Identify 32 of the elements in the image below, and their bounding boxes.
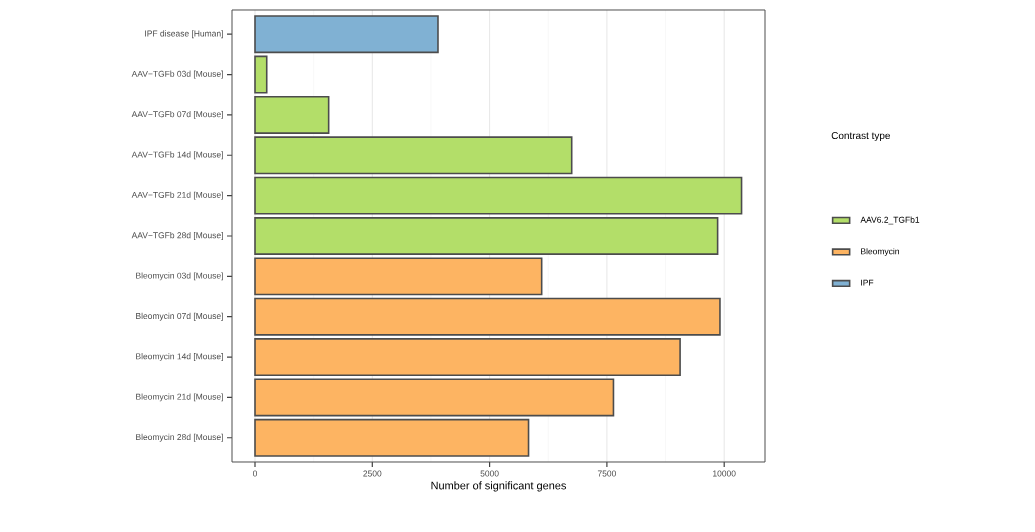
- bar: [254, 55, 268, 94]
- x-tick-label: 0: [252, 470, 258, 477]
- bar: [254, 257, 543, 296]
- y-tick-label: AAV−TGFb 03d [Mouse]: [131, 70, 223, 79]
- y-tick-label: Bleomycin 21d [Mouse]: [136, 393, 223, 402]
- y-tick-label: AAV−TGFb 14d [Mouse]: [131, 151, 223, 160]
- legend-title: Contrast type: [831, 132, 890, 142]
- bar: [254, 15, 439, 54]
- y-tick-label: AAV−TGFb 21d [Mouse]: [131, 191, 223, 200]
- legend-label: Bleomycin: [861, 248, 899, 257]
- bar: [254, 217, 719, 255]
- y-tick-label: Bleomycin 03d [Mouse]: [136, 272, 223, 281]
- bar: [254, 176, 743, 215]
- bar: [254, 297, 721, 336]
- x-tick-label: 10000: [713, 470, 736, 477]
- bar: [254, 95, 330, 134]
- legend-label: AAV6.2_TGFb1: [860, 216, 920, 225]
- y-tick-label: Bleomycin 07d [Mouse]: [136, 312, 223, 321]
- bar: [254, 418, 530, 457]
- x-tick-label: 5000: [480, 470, 499, 477]
- bar: [254, 136, 573, 175]
- y-tick-label: AAV−TGFb 07d [Mouse]: [131, 110, 223, 119]
- y-tick-label: Bleomycin 14d [Mouse]: [136, 353, 223, 361]
- bar: [254, 338, 681, 377]
- y-tick-label: IPF disease [Human]: [145, 30, 223, 39]
- y-tick-label: Bleomycin 28d [Mouse]: [136, 433, 223, 442]
- y-tick-label: AAV−TGFb 28d [Mouse]: [131, 232, 223, 240]
- legend-label: IPF: [861, 279, 874, 286]
- x-axis-title: Number of significant genes: [431, 481, 566, 492]
- bar: [254, 378, 615, 417]
- x-tick-label: 2500: [363, 470, 382, 477]
- x-tick-label: 7500: [597, 470, 616, 477]
